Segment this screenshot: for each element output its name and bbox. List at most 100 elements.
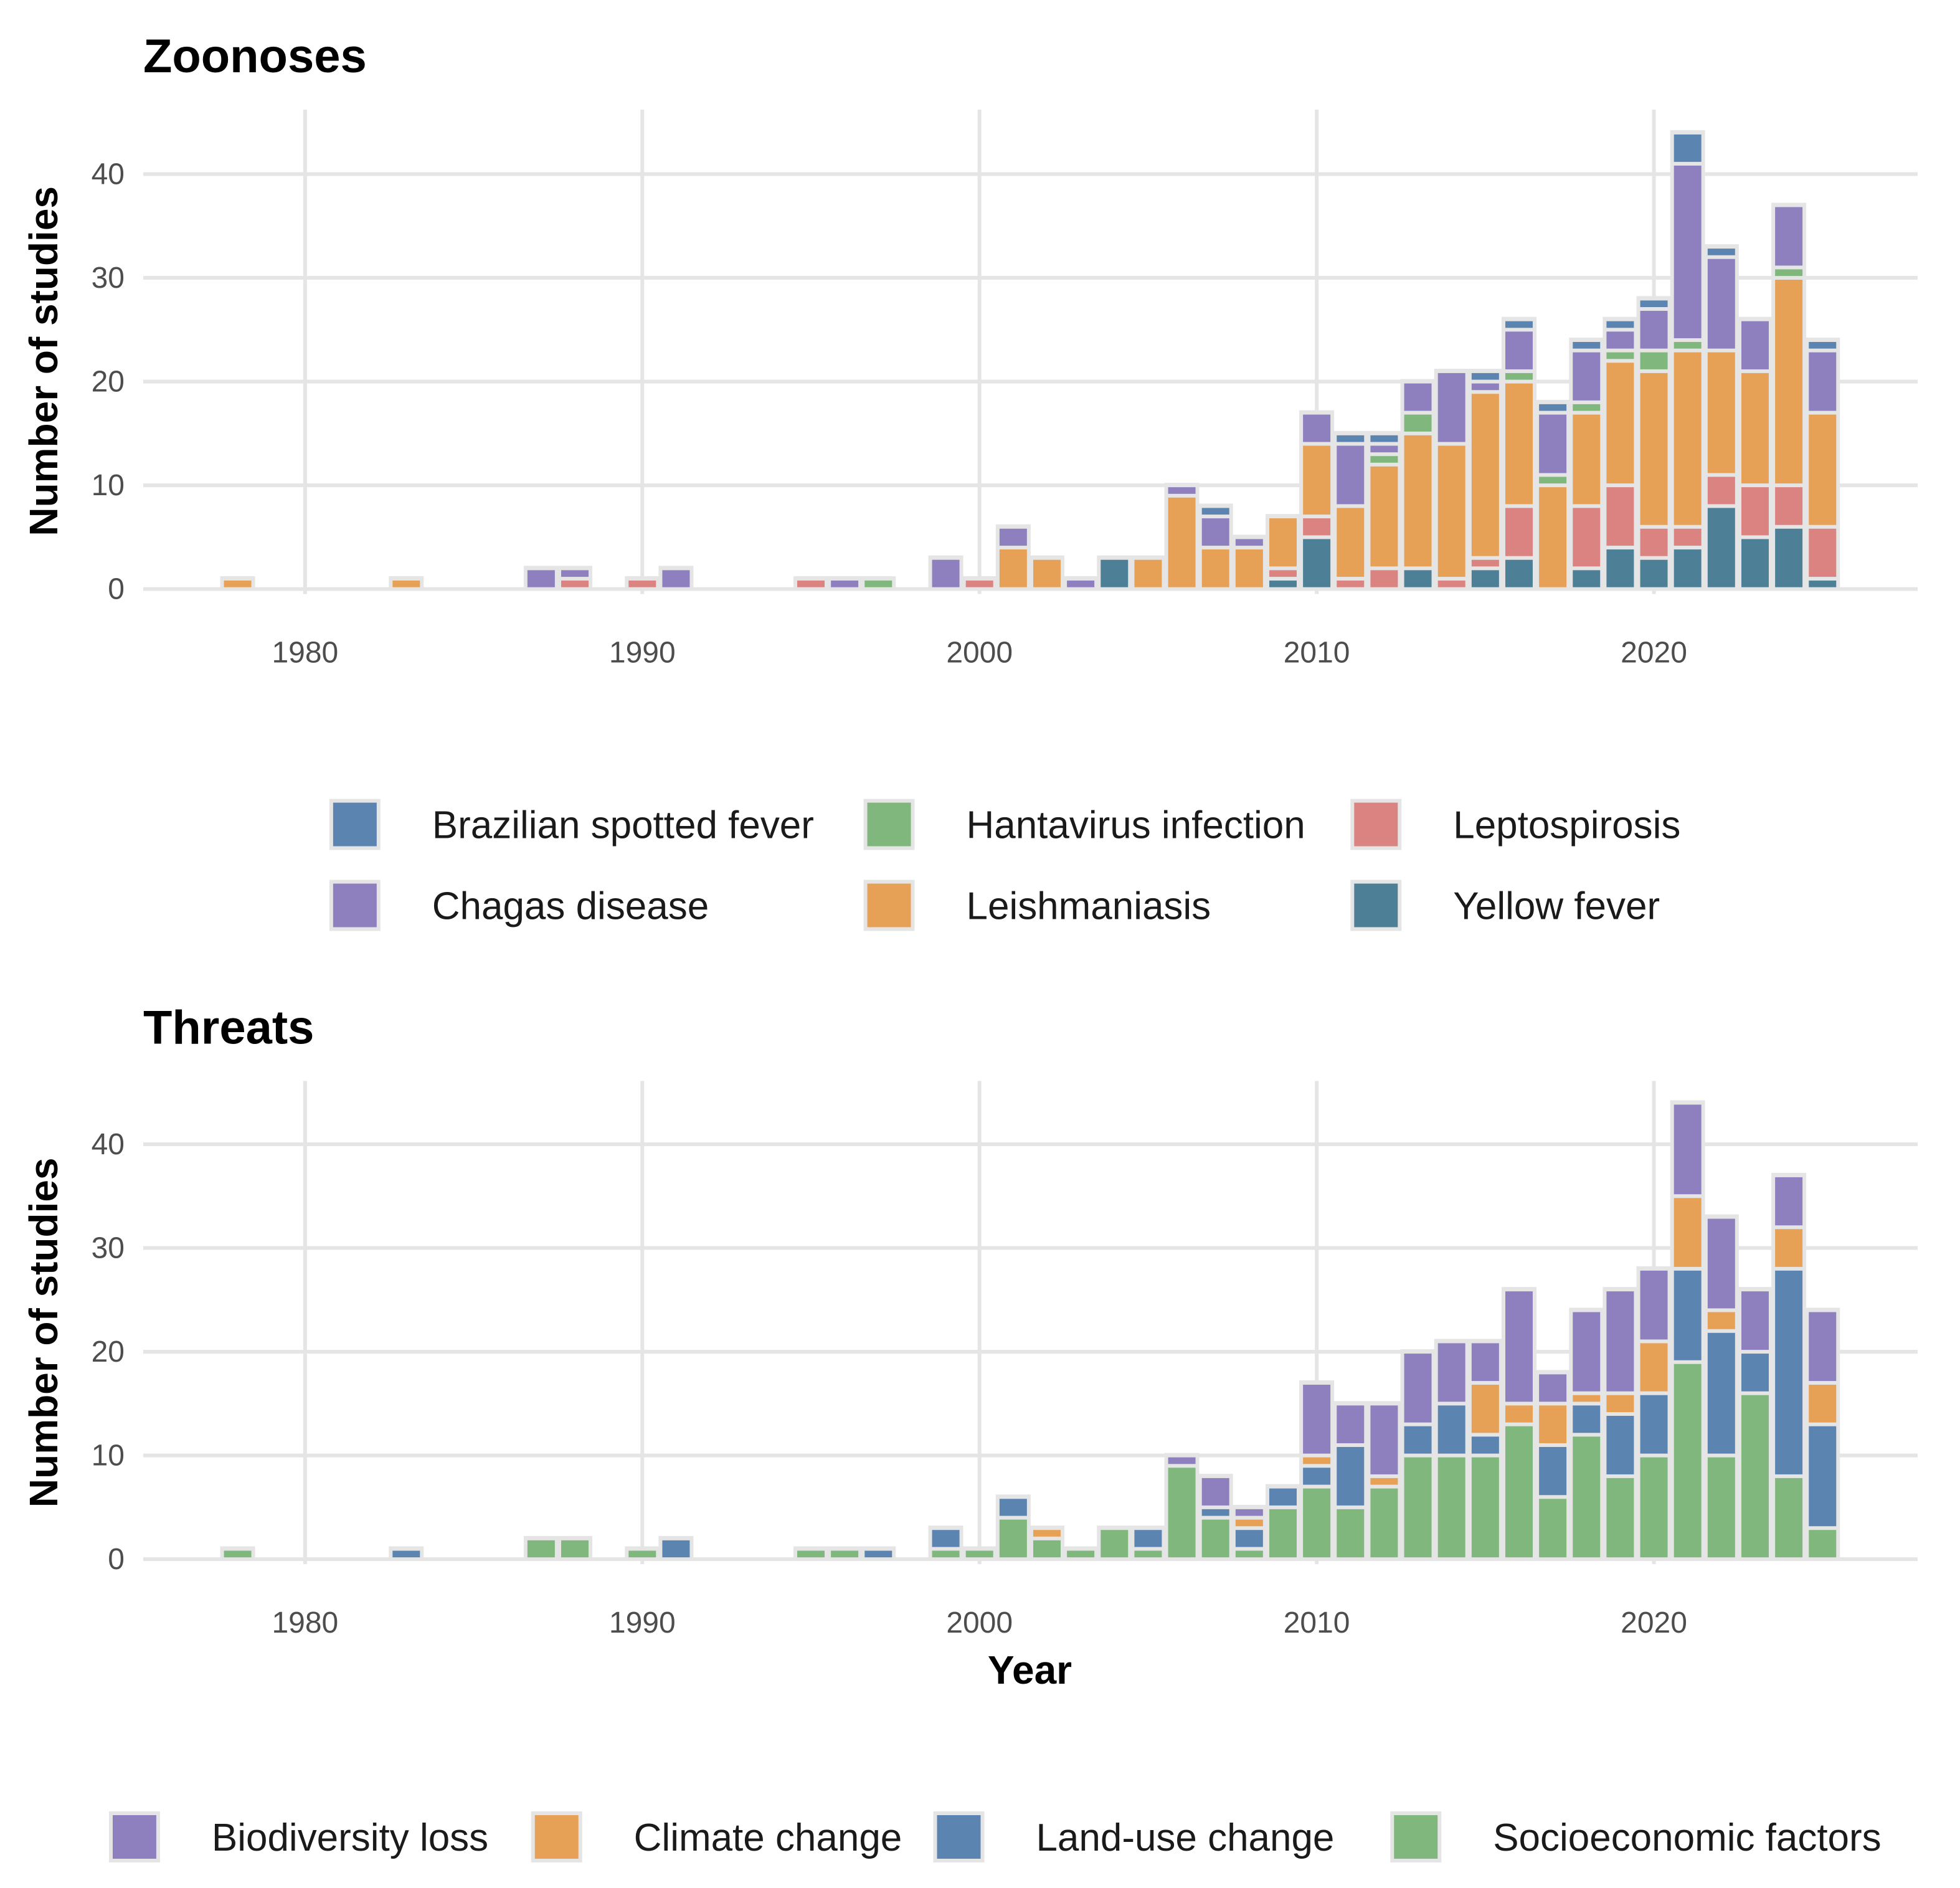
bar-segment-yellow-fever-2024	[1775, 528, 1803, 587]
bar-segment-socioeconomic-factors-2012	[1370, 1488, 1398, 1558]
bar-segment-leishmaniasis-2019	[1606, 363, 1634, 484]
legend-swatch	[1350, 799, 1402, 850]
bar-segment-chagas-disease-2022	[1707, 259, 1735, 349]
bar-segment-yellow-fever-2013	[1404, 570, 1432, 587]
bar-segment-hantavirus-infection-1997	[864, 581, 892, 587]
bar-segment-leptospirosis-2022	[1707, 477, 1735, 505]
bar-segment-yellow-fever-2021	[1674, 549, 1702, 587]
legend-swatch	[1390, 1811, 1442, 1863]
bar-segment-leptospirosis-2020	[1640, 528, 1668, 556]
bar-segment-leptospirosis-1988	[561, 581, 589, 587]
y-axis-title: Number of studies	[21, 186, 66, 536]
legend-item: Leishmaniasis	[863, 880, 1211, 931]
bar-segment-biodiversity-loss-2014	[1437, 1343, 1465, 1402]
bar-segment-chagas-disease-2023	[1741, 321, 1769, 369]
y-tick-label: 30	[92, 1232, 125, 1265]
bar-segment-leishmaniasis-2001	[999, 549, 1027, 587]
legend-item: Climate change	[531, 1811, 902, 1863]
bar-segment-leishmaniasis-2025	[1809, 414, 1837, 525]
bar-segment-yellow-fever-2020	[1640, 559, 1668, 587]
bars	[220, 130, 1840, 589]
bar-segment-brazilian-spotted-fever-2019	[1606, 321, 1634, 328]
bar-segment-leptospirosis-2018	[1573, 508, 1601, 567]
bar-segment-hantavirus-infection-2024	[1775, 269, 1803, 277]
bar-segment-socioeconomic-factors-2011	[1337, 1509, 1365, 1558]
bar-segment-chagas-disease-2018	[1573, 352, 1601, 401]
bar-segment-leptospirosis-2009	[1269, 570, 1297, 577]
bar-segment-leishmaniasis-2005	[1134, 559, 1162, 587]
bar-segment-land-use-change-2009	[1269, 1488, 1297, 1506]
legend-swatch	[863, 799, 915, 850]
bar-segment-chagas-disease-2019	[1606, 331, 1634, 349]
y-tick-label: 20	[92, 366, 125, 399]
legend-label: Climate change	[634, 1816, 902, 1859]
bar-segment-biodiversity-loss-2021	[1674, 1104, 1702, 1195]
bar-segment-leptospirosis-2019	[1606, 487, 1634, 546]
bar-segment-yellow-fever-2016	[1505, 559, 1533, 587]
bar-segment-socioeconomic-factors-2006	[1168, 1468, 1196, 1558]
bar-segment-leishmaniasis-2015	[1471, 394, 1499, 556]
bar-segment-socioeconomic-factors-2023	[1741, 1395, 1769, 1558]
x-tick-label: 1990	[609, 1606, 676, 1639]
bar-segment-socioeconomic-factors-2020	[1640, 1457, 1668, 1558]
bar-segment-leishmaniasis-2002	[1033, 559, 1061, 587]
bar-segment-climate-change-2018	[1573, 1395, 1601, 1402]
bar-segment-socioeconomic-factors-2013	[1404, 1457, 1432, 1558]
bar-segment-leishmaniasis-2013	[1404, 435, 1432, 567]
bar-segment-land-use-change-2017	[1539, 1446, 1567, 1496]
bar-segment-brazilian-spotted-fever-2017	[1539, 404, 1567, 411]
zoonoses-panel: Zoonoses Number of studies 0 10 20 30 40 1980…	[21, 30, 1918, 931]
bar-segment-climate-change-2015	[1471, 1385, 1499, 1433]
bar-segment-land-use-change-1999	[932, 1530, 960, 1547]
bar-segment-leptospirosis-2010	[1303, 518, 1331, 536]
bar-segment-leptospirosis-2021	[1674, 528, 1702, 546]
bar-segment-brazilian-spotted-fever-2021	[1674, 134, 1702, 162]
bar-segment-biodiversity-loss-2024	[1775, 1177, 1803, 1226]
bar-segment-brazilian-spotted-fever-2020	[1640, 300, 1668, 308]
bar-segment-chagas-disease-2014	[1437, 372, 1465, 442]
legend-item: Land-use change	[933, 1811, 1334, 1863]
bar-segment-hantavirus-infection-2013	[1404, 414, 1432, 432]
legend-label: Leptospirosis	[1453, 804, 1680, 847]
legend-item: Socioeconomic factors	[1390, 1811, 1882, 1863]
bar-segment-land-use-change-2014	[1437, 1405, 1465, 1454]
bar-segment-leishmaniasis-2014	[1437, 445, 1465, 577]
y-axis-title: Number of studies	[21, 1158, 66, 1508]
bar-segment-socioeconomic-factors-2025	[1809, 1530, 1837, 1558]
legend-label: Leishmaniasis	[967, 885, 1211, 928]
bar-segment-hantavirus-infection-2020	[1640, 352, 1668, 369]
bar-segment-brazilian-spotted-fever-2015	[1471, 372, 1499, 380]
x-tick-label: 2000	[946, 1606, 1013, 1639]
bar-segment-biodiversity-loss-2023	[1741, 1291, 1769, 1350]
bar-segment-socioeconomic-factors-2009	[1269, 1509, 1297, 1558]
bar-segment-socioeconomic-factors-2005	[1134, 1550, 1162, 1558]
bar-segment-biodiversity-loss-2019	[1606, 1291, 1634, 1392]
bar-segment-climate-change-2020	[1640, 1343, 1668, 1392]
bar-segment-hantavirus-infection-2021	[1674, 341, 1702, 349]
bar-segment-land-use-change-2024	[1775, 1270, 1803, 1474]
bar-segment-socioeconomic-factors-1990	[628, 1550, 656, 1558]
bar-segment-socioeconomic-factors-2019	[1606, 1478, 1634, 1558]
legend-swatch	[329, 799, 381, 850]
bar-segment-climate-change-2019	[1606, 1395, 1634, 1413]
bar-segment-socioeconomic-factors-2018	[1573, 1436, 1601, 1558]
threats-panel: Threats Number of studies Year 0 10 20 30 40…	[21, 1001, 1918, 1863]
bar-segment-leptospirosis-2025	[1809, 528, 1837, 577]
legend-swatch	[933, 1811, 985, 1863]
bar-segment-land-use-change-2001	[999, 1499, 1027, 1516]
x-tick-label: 2010	[1284, 637, 1350, 670]
bar-segment-climate-change-2024	[1775, 1229, 1803, 1267]
legend-swatch	[108, 1811, 160, 1863]
bar-segment-climate-change-2021	[1674, 1198, 1702, 1267]
legend-swatch	[329, 880, 381, 931]
bar-segment-land-use-change-1991	[662, 1540, 690, 1558]
bar-segment-chagas-disease-2010	[1303, 414, 1331, 442]
bar-segment-biodiversity-loss-2007	[1201, 1478, 1229, 1506]
legend: Biodiversity loss Climate change Land-use …	[108, 1811, 1882, 1863]
bar-segment-leishmaniasis-2016	[1505, 383, 1533, 505]
bar-segment-leptospirosis-2016	[1505, 508, 1533, 556]
bar-segment-climate-change-2025	[1809, 1385, 1837, 1423]
bar-segment-biodiversity-loss-2016	[1505, 1291, 1533, 1402]
bar-segment-chagas-disease-1991	[662, 570, 690, 587]
bar-segment-chagas-disease-2016	[1505, 331, 1533, 369]
